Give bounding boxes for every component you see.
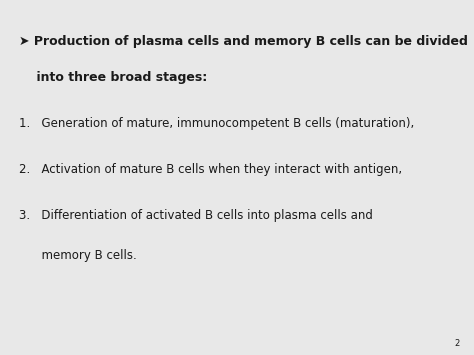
Text: 3.   Differentiation of activated B cells into plasma cells and: 3. Differentiation of activated B cells … [19, 209, 373, 223]
Text: ➤ Production of plasma cells and memory B cells can be divided: ➤ Production of plasma cells and memory … [19, 36, 468, 49]
Text: 1.   Generation of mature, immunocompetent B cells (maturation),: 1. Generation of mature, immunocompetent… [19, 117, 414, 130]
Text: 2.   Activation of mature B cells when they interact with antigen,: 2. Activation of mature B cells when the… [19, 163, 402, 176]
Text: 2: 2 [455, 339, 460, 348]
Text: into three broad stages:: into three broad stages: [19, 71, 207, 84]
Text: memory B cells.: memory B cells. [19, 248, 137, 262]
